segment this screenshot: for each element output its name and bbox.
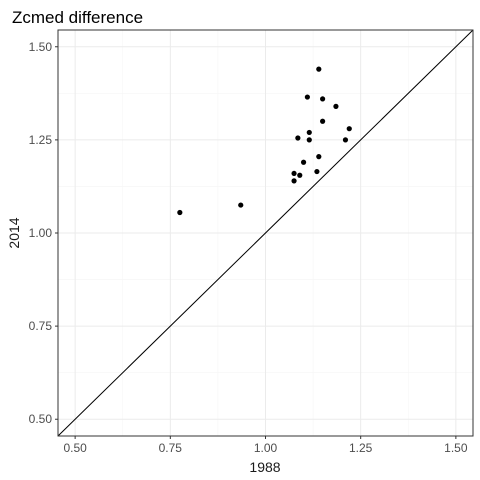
- data-point: [316, 154, 322, 160]
- y-tick-label: 1.00: [29, 226, 53, 240]
- x-tick-label: 0.50: [63, 441, 87, 455]
- data-point: [291, 178, 297, 184]
- x-axis-title: 1988: [249, 459, 280, 475]
- y-tick-label: 0.75: [29, 319, 53, 333]
- x-tick-label: 1.25: [349, 441, 373, 455]
- data-point: [238, 202, 244, 208]
- chart-title: Zcmed difference: [12, 8, 143, 27]
- y-tick-label: 0.50: [29, 412, 53, 426]
- data-point: [291, 170, 297, 177]
- data-point: [320, 118, 326, 124]
- x-axis-ticks: 0.50 0.75 1.00 1.25 1.50: [63, 436, 468, 455]
- identity-line: [57, 29, 474, 437]
- data-point: [295, 135, 301, 141]
- y-tick-label: 1.25: [29, 133, 53, 147]
- data-point: [304, 94, 310, 100]
- data-point: [320, 96, 326, 102]
- y-axis-ticks: 0.50 0.75 1.00 1.25 1.50: [29, 40, 58, 426]
- data-point: [306, 129, 312, 136]
- data-point: [177, 209, 183, 216]
- data-points: [177, 66, 352, 216]
- data-point: [316, 66, 322, 72]
- data-point: [346, 126, 352, 132]
- x-tick-label: 1.50: [444, 441, 468, 455]
- reference-line-layer: [57, 29, 474, 437]
- data-point: [306, 137, 312, 143]
- data-point: [297, 172, 303, 178]
- data-point: [300, 159, 307, 165]
- data-point: [333, 103, 339, 109]
- y-tick-label: 1.50: [29, 40, 53, 54]
- data-point: [314, 168, 320, 175]
- y-axis-title: 2014: [6, 217, 22, 248]
- data-point: [342, 137, 349, 143]
- x-tick-label: 0.75: [159, 441, 183, 455]
- x-tick-label: 1.00: [254, 441, 278, 455]
